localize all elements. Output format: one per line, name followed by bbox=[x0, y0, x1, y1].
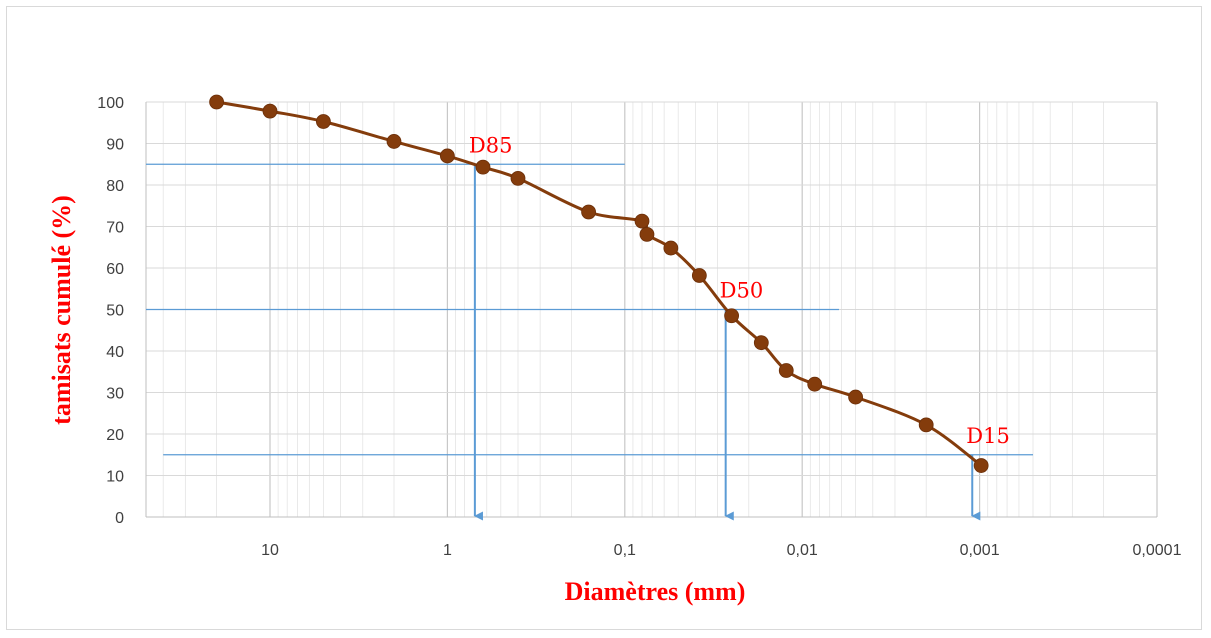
y-tick-label: 30 bbox=[106, 386, 124, 403]
y-tick-label: 90 bbox=[106, 137, 124, 154]
data-point bbox=[918, 417, 934, 433]
x-tick-label: 0,1 bbox=[614, 542, 636, 559]
data-point bbox=[724, 308, 740, 324]
data-point bbox=[316, 114, 331, 129]
x-tick-label: 1 bbox=[443, 542, 452, 559]
data-point bbox=[581, 204, 596, 220]
y-tick-label: 80 bbox=[106, 178, 124, 195]
x-tick-label: 0,001 bbox=[960, 542, 1000, 559]
data-point bbox=[691, 268, 707, 283]
reference-lines bbox=[146, 163, 1034, 521]
data-point bbox=[663, 240, 679, 256]
series-group bbox=[209, 94, 989, 473]
x-tick-label: 10 bbox=[261, 542, 279, 559]
y-axis-title: tamisats cumulé (%) bbox=[47, 195, 76, 425]
x-tick-label: 0,0001 bbox=[1133, 542, 1182, 559]
data-point bbox=[753, 335, 769, 351]
data-point bbox=[634, 213, 650, 229]
y-tick-label: 10 bbox=[106, 469, 124, 486]
data-point bbox=[973, 458, 989, 473]
y-tick-label: 40 bbox=[106, 344, 124, 361]
y-tick-label: 50 bbox=[106, 303, 124, 320]
data-point bbox=[439, 148, 455, 164]
chart-frame bbox=[6, 6, 1202, 630]
data-point bbox=[510, 170, 526, 186]
y-tick-label: 70 bbox=[106, 220, 124, 237]
label-d85: D85 bbox=[469, 133, 513, 157]
label-d50: D50 bbox=[720, 279, 764, 303]
y-tick-label: 100 bbox=[97, 95, 124, 112]
data-point bbox=[778, 363, 794, 378]
x-tick-label: 0,01 bbox=[787, 542, 818, 559]
data-point bbox=[209, 94, 224, 110]
data-point bbox=[807, 376, 823, 392]
x-tick-labels: 10 1 0,1 0,01 0,001 0,0001 bbox=[261, 542, 1181, 559]
data-point bbox=[262, 103, 278, 119]
data-point bbox=[386, 134, 402, 149]
y-tick-label: 0 bbox=[115, 510, 124, 527]
y-tick-labels: 0 10 20 30 40 50 60 70 80 90 100 bbox=[97, 95, 124, 527]
series-line bbox=[216, 100, 983, 467]
data-point bbox=[639, 226, 655, 242]
data-point bbox=[475, 159, 491, 175]
y-tick-label: 60 bbox=[106, 261, 124, 278]
data-point bbox=[848, 389, 864, 405]
x-axis-title: Diamètres (mm) bbox=[565, 577, 746, 606]
label-d15: D15 bbox=[966, 424, 1010, 448]
y-tick-label: 20 bbox=[106, 427, 124, 444]
reference-labels: D85 D50 D15 bbox=[469, 133, 1010, 448]
